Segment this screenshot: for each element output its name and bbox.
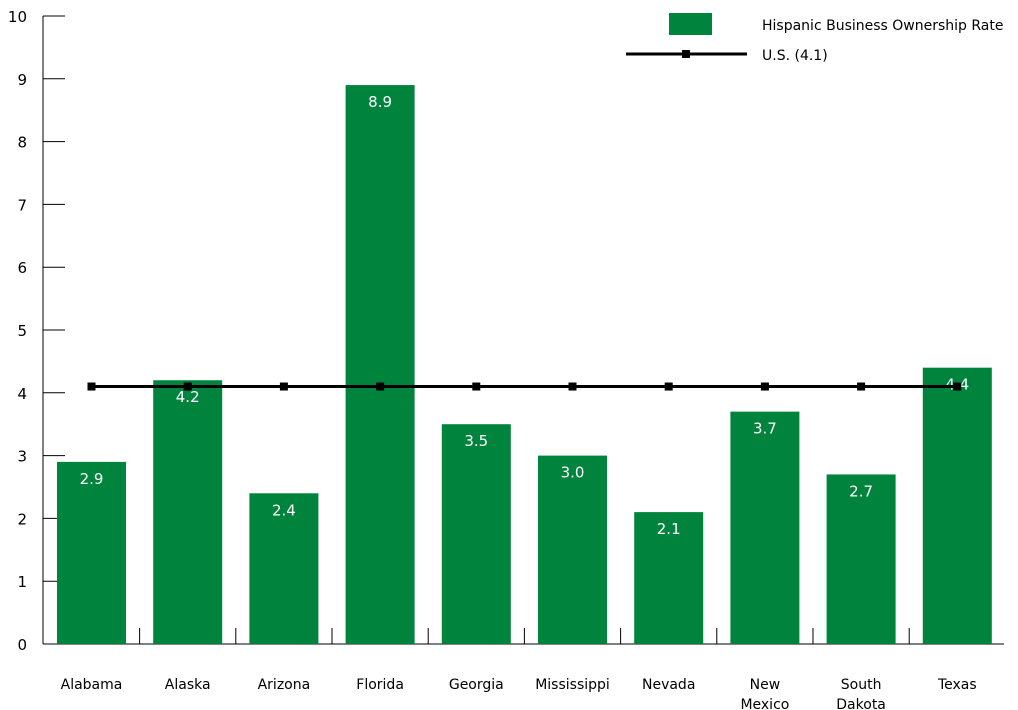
bar-mississippi (538, 455, 607, 644)
x-category-label: Georgia (449, 677, 504, 693)
bar-alabama (57, 461, 126, 644)
y-tick-label-3: 3 (17, 448, 27, 466)
y-tick-label-8: 8 (17, 134, 27, 152)
bar-value-label: 3.7 (753, 420, 777, 438)
y-tick-label-10: 10 (8, 8, 27, 26)
bar-new-mexico (730, 411, 800, 644)
bar-value-label: 2.4 (272, 501, 296, 519)
bar-value-label: 8.9 (368, 93, 392, 111)
bar-value-label: 2.9 (80, 470, 104, 488)
bar-arizona (249, 493, 319, 644)
us-line-marker (279, 382, 288, 391)
x-category-label: Alabama (61, 677, 123, 693)
x-category-label: Mexico (740, 697, 789, 710)
x-category-label: New (750, 677, 781, 693)
y-tick-label-6: 6 (17, 259, 27, 277)
us-line-marker (87, 382, 96, 391)
bar-florida (345, 85, 415, 644)
us-line-marker (953, 382, 962, 391)
bar-value-label: 3.5 (464, 432, 488, 450)
bars: 2.94.22.48.93.53.02.13.72.74.4 (57, 85, 992, 644)
legend-swatch-hispanic-rate (669, 13, 712, 35)
legend-label-us: U.S. (4.1) (762, 48, 828, 64)
y-tick-label-5: 5 (17, 322, 27, 340)
us-line-marker (376, 382, 385, 391)
x-category-label: Alaska (165, 677, 211, 693)
bar-south-dakota (826, 474, 896, 644)
x-category-label: Arizona (258, 677, 311, 693)
bar-value-label: 2.1 (657, 520, 681, 538)
x-category-label: Florida (356, 677, 404, 693)
bar-texas (922, 367, 992, 644)
x-category-label: Texas (937, 677, 977, 693)
us-line-marker (760, 382, 769, 391)
legend-label-hispanic-rate: Hispanic Business Ownership Rate (762, 18, 1003, 34)
bar-value-label: 2.7 (849, 482, 873, 500)
x-category-label: Dakota (836, 697, 886, 710)
x-category-label: Mississippi (535, 677, 610, 693)
us-average-line (87, 382, 962, 391)
y-tick-label-1: 1 (17, 573, 27, 591)
us-line-marker (472, 382, 481, 391)
y-tick-label-4: 4 (17, 385, 27, 403)
y-tick-label-9: 9 (17, 71, 27, 89)
bar-value-label: 4.2 (176, 388, 200, 406)
y-tick-label-0: 0 (17, 636, 27, 654)
bar-value-label: 3.0 (561, 464, 585, 482)
axes: 0 1 2 3 4 5 6 7 8 9 10 Alabama Alaska Arizona Florida G… (8, 8, 1004, 710)
x-category-label: Nevada (642, 677, 695, 693)
bar-alaska (153, 380, 223, 644)
x-category-label: South (841, 677, 882, 693)
us-line-marker (857, 382, 866, 391)
us-line-marker (664, 382, 673, 391)
bar-nevada (634, 512, 704, 644)
legend: Hispanic Business Ownership Rate U.S. (4… (626, 13, 1003, 64)
y-tick-label-7: 7 (17, 196, 27, 214)
bar-georgia (441, 424, 511, 644)
legend-marker-us (682, 50, 690, 58)
us-line-marker (568, 382, 577, 391)
y-tick-label-2: 2 (17, 510, 27, 528)
us-line-marker (183, 382, 192, 391)
